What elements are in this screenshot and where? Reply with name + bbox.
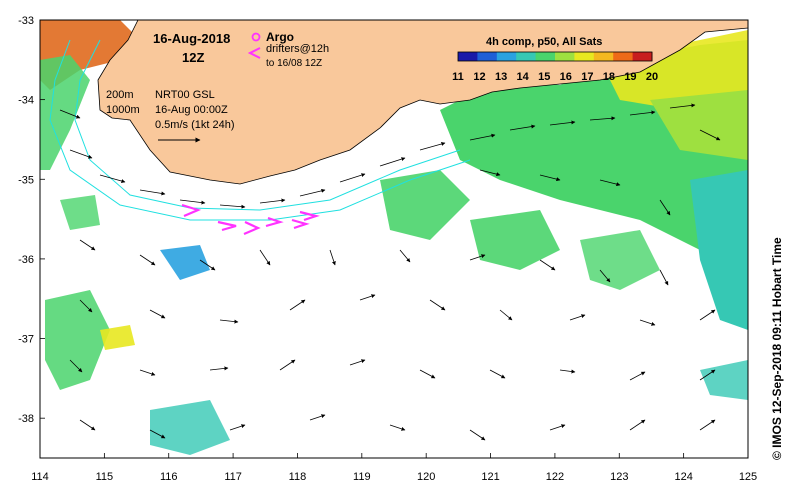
- colorbar: 11 12 13 14 15 16 17 18 19 20: [452, 51, 658, 83]
- x-tick-label: 119: [353, 471, 371, 483]
- argo-icon: [251, 32, 261, 42]
- x-tick-label: 124: [674, 471, 692, 483]
- drifter-icon: [247, 47, 261, 59]
- y-tick-label: -35: [18, 174, 34, 186]
- contour-1000-label: 1000m: [106, 104, 140, 116]
- drifters-sub: to 16/08 12Z: [266, 58, 322, 69]
- colorbar-tick-label: 14: [517, 71, 530, 83]
- current-arrows: [59, 103, 721, 441]
- plot-area: [40, 20, 748, 458]
- colorbar-swatch: [555, 52, 575, 61]
- y-axis: -33 -34 -35 -36 -37 -38: [18, 15, 45, 425]
- x-tick-label: 116: [160, 471, 178, 483]
- colorbar-tick-label: 19: [624, 71, 636, 83]
- y-tick-label: -33: [18, 15, 34, 27]
- colorbar-swatch: [477, 52, 498, 61]
- colorbar-tick-label: 13: [495, 71, 507, 83]
- scale-label: 0.5m/s (1kt 24h): [155, 119, 234, 131]
- colorbar-swatch: [632, 52, 653, 61]
- colorbar-tick-label: 18: [603, 71, 615, 83]
- colorbar-swatch: [516, 52, 537, 61]
- colorbar-swatch: [593, 52, 614, 61]
- map-hour: 12Z: [182, 50, 204, 65]
- colorbar-tick-label: 15: [538, 71, 550, 83]
- colorbar-tick-label: 17: [581, 71, 593, 83]
- colorbar-title: 4h comp, p50, All Sats: [486, 36, 602, 48]
- y-tick-label: -37: [18, 334, 34, 346]
- credit-text: © IMOS 12-Sep-2018 09:11 Hobart Time: [770, 237, 784, 460]
- x-tick-label: 117: [224, 471, 242, 483]
- sst-field: [40, 20, 748, 455]
- y-tick-label: -38: [18, 413, 34, 425]
- x-tick-label: 125: [739, 471, 757, 483]
- colorbar-tick-label: 12: [473, 71, 485, 83]
- colorbar-swatch: [496, 52, 517, 61]
- colorbar-tick-label: 11: [452, 71, 464, 83]
- drifter-tracks: [181, 203, 320, 236]
- contour-200-label: 200m: [106, 89, 134, 101]
- x-tick-label: 118: [289, 471, 307, 483]
- colorbar-tick-label: 20: [646, 71, 658, 83]
- colorbar-swatch: [574, 52, 595, 61]
- x-tick-label: 120: [417, 471, 435, 483]
- colorbar-swatch: [535, 52, 556, 61]
- time-label: 16-Aug 00:00Z: [155, 104, 228, 116]
- argo-label: Argo: [266, 30, 294, 44]
- drifters-label: drifters@12h: [266, 43, 329, 55]
- y-tick-label: -34: [18, 95, 34, 107]
- x-tick-label: 121: [481, 471, 499, 483]
- map-date: 16-Aug-2018: [153, 31, 230, 46]
- x-tick-label: 123: [610, 471, 628, 483]
- colorbar-swatch: [458, 52, 478, 61]
- x-tick-label: 122: [546, 471, 564, 483]
- colorbar-swatch: [613, 52, 634, 61]
- x-axis: 114 115 116 117 118 119 120 121 122 123 124 125: [31, 453, 757, 483]
- x-tick-label: 114: [31, 471, 49, 483]
- colorbar-frame: [457, 51, 653, 62]
- colorbar-tick-label: 16: [560, 71, 572, 83]
- y-tick-label: -36: [18, 254, 34, 266]
- x-tick-label: 115: [96, 471, 114, 483]
- product-label: NRT00 GSL: [155, 89, 215, 101]
